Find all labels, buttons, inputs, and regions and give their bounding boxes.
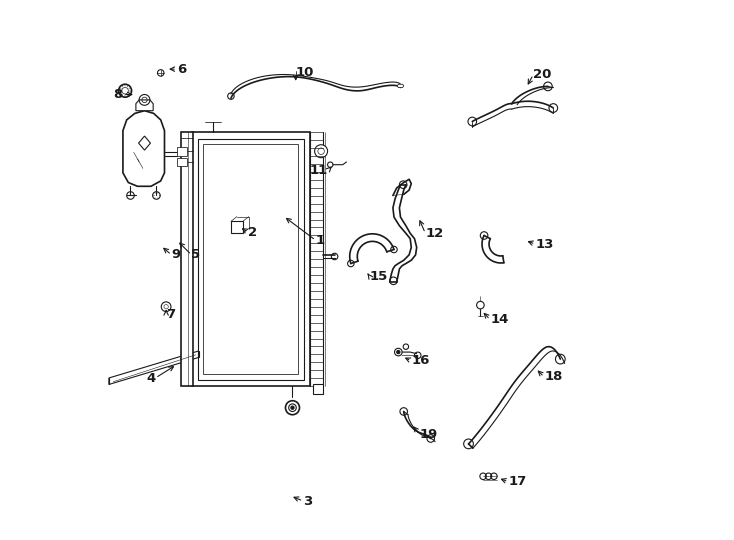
Circle shape (315, 145, 327, 158)
Text: 18: 18 (544, 370, 562, 383)
Text: 10: 10 (296, 66, 314, 79)
Text: 1: 1 (316, 234, 325, 247)
Bar (313, 384, 323, 394)
Bar (177, 158, 186, 166)
Text: 3: 3 (303, 495, 313, 508)
Polygon shape (181, 132, 193, 386)
Text: 8: 8 (114, 88, 123, 101)
Polygon shape (136, 100, 153, 111)
Text: 14: 14 (490, 313, 509, 326)
Text: 12: 12 (425, 227, 443, 240)
Text: 20: 20 (534, 68, 552, 81)
Bar (177, 147, 186, 156)
Text: 17: 17 (509, 475, 527, 488)
Circle shape (396, 350, 400, 354)
Polygon shape (109, 351, 198, 384)
Text: 16: 16 (411, 354, 429, 367)
Text: 4: 4 (146, 372, 156, 384)
Circle shape (291, 406, 294, 409)
Polygon shape (123, 111, 164, 186)
Text: 2: 2 (248, 226, 258, 239)
Text: 11: 11 (310, 164, 328, 177)
Text: 9: 9 (172, 248, 181, 261)
Text: 13: 13 (536, 238, 554, 251)
Circle shape (119, 84, 131, 97)
Polygon shape (192, 132, 310, 386)
Text: 7: 7 (166, 308, 175, 321)
Text: 6: 6 (177, 63, 186, 76)
Text: 5: 5 (192, 248, 200, 261)
Polygon shape (397, 84, 404, 87)
Bar (231, 221, 243, 233)
Text: 15: 15 (370, 270, 388, 283)
Text: 19: 19 (420, 428, 438, 441)
